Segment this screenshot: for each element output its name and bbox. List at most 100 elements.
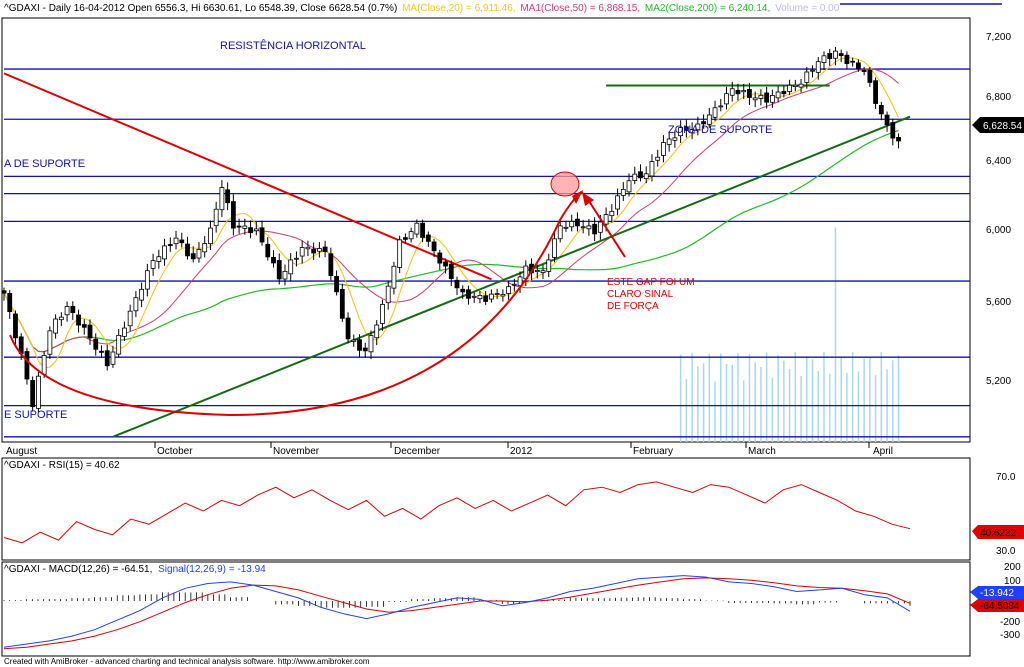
candle-body [362,347,368,352]
rsi-last-tag [972,525,1024,539]
candle-body [87,324,93,339]
candle-body [511,283,517,286]
rsi-tick-label: 70.0 [996,472,1016,483]
month-label: February [633,446,673,457]
ascending-trendline [112,115,911,438]
candle-body [311,248,317,254]
candle-body [689,129,695,134]
candle-body [586,225,592,230]
candle-body [787,84,792,92]
candle-body [873,80,878,104]
candle-body [769,95,775,103]
ma20-line [3,56,899,369]
candle-body [460,288,466,293]
candle-body [357,339,362,351]
candle-body [448,263,454,279]
candle-body [150,260,156,269]
candle-body [563,226,569,229]
candle-body [58,316,64,321]
candle-body [471,295,477,298]
candle-body [592,223,598,235]
candle-body [506,286,512,294]
candle-body [47,330,53,355]
price-tick-label: 7,200 [986,32,1011,43]
candle-body [638,171,643,179]
annotation-support-left-1: A DE SUPORTE [4,158,85,170]
candle-body [7,293,13,313]
arc-arrowhead [572,190,583,204]
candle-body [735,89,741,95]
annotation-resistance: RESISTÊNCIA HORIZONTAL [220,39,366,52]
candle-body [30,380,36,408]
rsi-panel-frame [1,457,971,561]
candle-body [167,244,173,246]
candle-body [282,271,288,280]
candle-body [385,285,391,304]
price-tick-label: 5,200 [986,376,1011,387]
candle-body [580,226,586,229]
candle-body [156,256,162,262]
candle-body [162,245,167,260]
month-label: August [6,446,37,457]
candle-body [81,324,87,328]
gap-arrow-line [586,197,626,258]
last-price-tag [972,117,1024,133]
candle-body [13,313,18,339]
macd-line [3,575,911,648]
candle-body [230,201,236,229]
candle-body [827,53,833,59]
candle-body [775,91,781,99]
candle-body [36,375,41,409]
candle-body [792,84,798,87]
rsi-label: ^GDAXI - RSI(15) = 40.62 [4,460,120,471]
price-tick-label: 5,600 [986,297,1011,308]
candle-body [815,61,821,73]
candle-body [437,252,443,264]
candle-body [838,53,844,56]
candle-body [678,127,684,137]
volume-bars [679,227,900,442]
candle-body [104,350,110,367]
candle-body [609,210,615,217]
candle-body [208,227,213,245]
candle-body [643,173,649,179]
candle-body [844,54,850,64]
candle-body [127,310,133,327]
candle-body [833,50,838,59]
candle-body [24,351,30,380]
candle-body [534,270,540,273]
candle-body [236,225,242,228]
price-tick-label: 6,000 [986,225,1011,236]
chart-header: ^GDAXI - Daily 16-04-2012 Open 6556.3, H… [4,3,840,14]
ma200-line [3,129,899,353]
candle-body [425,234,431,242]
candle-body [615,195,620,210]
candlesticks [1,46,901,413]
rounding-bottom-arc [9,191,584,417]
rsi-last-label: 40.6222 [980,528,1017,539]
candle-body [299,247,305,257]
candle-body [884,114,890,126]
candle-body [202,243,208,253]
candle-body [414,222,420,235]
macd-signal-tag [970,586,1024,599]
candle-body [339,289,345,319]
annotation-support-zone: ZONA DE SUPORTE [668,124,772,136]
candle-body [380,303,385,324]
candle-body [483,295,489,302]
candle-body [804,71,810,83]
candle-body [116,334,122,355]
candle-body [322,246,328,253]
candle-body [798,83,804,88]
candle-body [99,350,104,353]
candle-body [271,256,276,264]
price-tick-label: 6,800 [986,92,1011,103]
month-label: March [748,446,776,457]
macd-label: ^GDAXI - MACD(12,26) = -64.51, Signal(12… [4,564,266,575]
month-label: December [394,446,441,457]
footer-credit: Created with AmiBroker - advanced charti… [4,657,370,666]
macd-tick-label: 200 [1004,562,1021,573]
candle-body [764,92,770,103]
macd-tick-label: -200 [1000,617,1020,628]
